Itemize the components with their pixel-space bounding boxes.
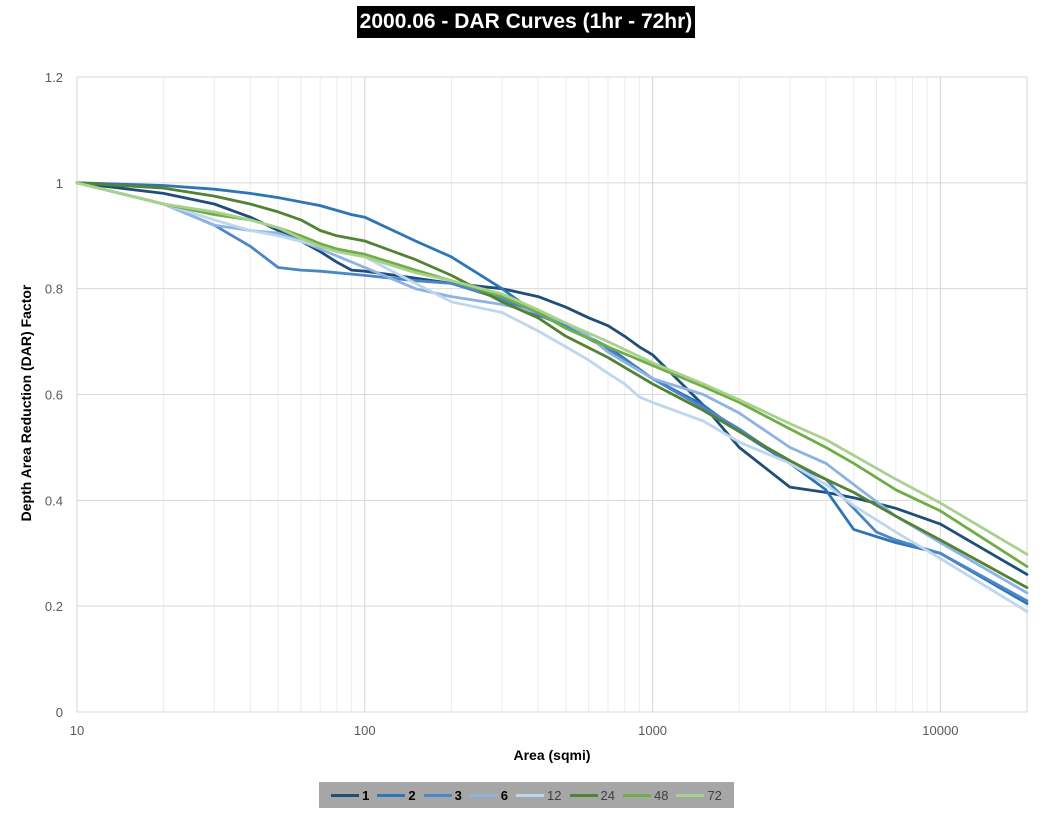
y-axis-title: Depth Area Reduction (DAR) Factor <box>18 284 34 521</box>
legend-item-12: 12 <box>516 787 562 803</box>
y-tick-label: 1 <box>56 176 63 191</box>
legend-swatch <box>622 793 651 797</box>
legend-swatch <box>676 793 705 797</box>
x-tick-label: 10 <box>70 723 84 738</box>
legend-label: 2 <box>408 787 416 803</box>
tick-labels: 10 100 1000 10000 0 0.2 0.4 0.6 0.8 1 1.2 <box>45 70 959 738</box>
legend-swatch <box>469 793 498 797</box>
legend-label: 24 <box>600 787 615 803</box>
legend-item-3: 3 <box>423 787 462 803</box>
legend-swatch <box>569 793 598 797</box>
y-tick-label: 0 <box>56 705 63 720</box>
series-lines <box>75 181 1029 613</box>
legend-item-24: 24 <box>569 787 615 803</box>
grid-lines <box>76 76 1028 713</box>
legend-label: 12 <box>547 787 562 803</box>
legend-swatch <box>331 793 360 797</box>
legend-label: 6 <box>500 787 509 803</box>
x-tick-label: 100 <box>354 723 376 738</box>
y-tick-label: 1.2 <box>45 70 63 85</box>
series-line-24 <box>75 181 1029 589</box>
series-line-1 <box>75 181 1029 576</box>
series-line-12 <box>75 181 1029 613</box>
legend-item-1: 1 <box>331 788 369 803</box>
legend-label: 3 <box>454 787 462 803</box>
series-line-72 <box>75 181 1029 556</box>
legend-label: 1 <box>362 787 370 803</box>
series-line-6 <box>75 181 1029 595</box>
series-line-2 <box>75 181 1029 605</box>
legend-item-2: 2 <box>377 787 416 803</box>
legend-label: 72 <box>707 787 722 803</box>
x-axis-title: Area (sqmi) <box>513 747 590 763</box>
legend-item-6: 6 <box>469 787 509 803</box>
chart-title: 2000.06 - DAR Curves (1hr - 72hr) <box>357 6 695 38</box>
x-tick-label: 10000 <box>922 723 958 738</box>
legend-swatch <box>423 793 452 797</box>
legend: 1 2 3 6 12 24 48 72 <box>319 782 734 808</box>
x-tick-label: 1000 <box>638 723 667 738</box>
legend-label: 48 <box>653 787 669 803</box>
legend-item-48: 48 <box>622 787 669 803</box>
y-tick-label: 0.8 <box>45 282 63 297</box>
legend-swatch <box>377 793 406 797</box>
legend-swatch <box>516 793 545 797</box>
y-tick-label: 0.2 <box>45 599 63 614</box>
y-tick-label: 0.4 <box>45 493 63 508</box>
legend-item-72: 72 <box>676 787 722 803</box>
y-tick-label: 0.6 <box>45 388 63 403</box>
